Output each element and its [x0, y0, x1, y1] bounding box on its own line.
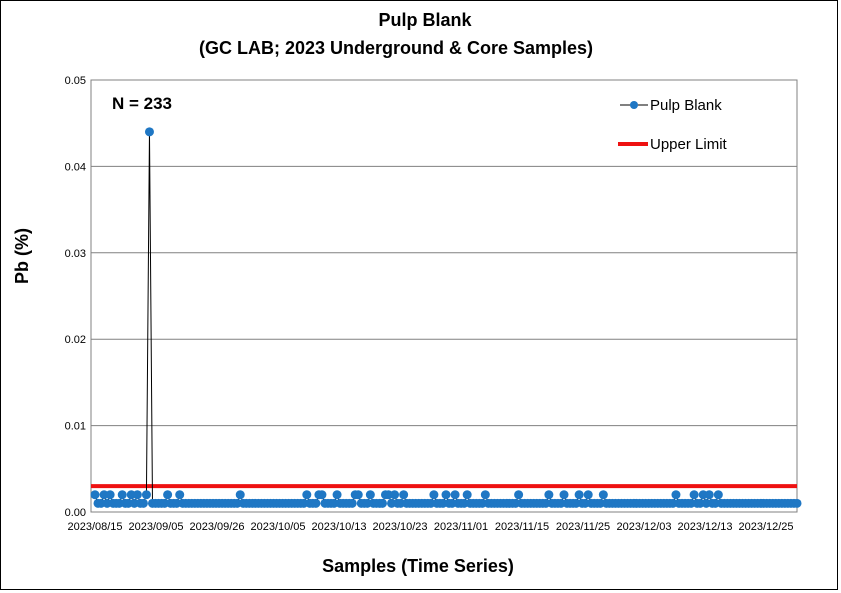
- y-tick-label: 0.00: [65, 507, 86, 519]
- data-point: [105, 490, 115, 500]
- chart-subtitle: (GC LAB; 2023 Underground & Core Samples…: [199, 38, 593, 58]
- data-point: [117, 490, 127, 500]
- x-axis-title: Samples (Time Series): [322, 556, 514, 576]
- x-tick-label: 2023/08/15: [67, 521, 122, 533]
- data-point: [347, 498, 357, 508]
- data-point: [311, 498, 321, 508]
- data-point: [689, 490, 699, 500]
- data-point: [138, 498, 148, 508]
- data-point: [559, 490, 569, 500]
- data-point: [583, 490, 593, 500]
- data-point: [317, 490, 327, 500]
- x-tick-label: 2023/11/01: [434, 521, 488, 533]
- data-point: [441, 490, 451, 500]
- data-point: [390, 490, 400, 500]
- y-tick-label: 0.03: [65, 248, 86, 260]
- data-point: [399, 490, 409, 500]
- chart-title: Pulp Blank: [378, 10, 472, 30]
- legend: Pulp Blank Upper Limit: [618, 97, 728, 153]
- data-point: [598, 490, 608, 500]
- plot-area: [90, 79, 798, 513]
- data-point: [163, 490, 173, 500]
- data-point: [144, 127, 154, 137]
- y-tick-label: 0.01: [65, 421, 86, 433]
- data-point: [353, 490, 363, 500]
- y-tick-labels: 0.00 0.01 0.02 0.03 0.04 0.05: [65, 75, 86, 519]
- x-tick-label: 2023/11/25: [556, 521, 610, 533]
- data-point: [132, 490, 142, 500]
- data-point: [671, 490, 681, 500]
- data-point: [429, 490, 439, 500]
- x-tick-label: 2023/12/25: [738, 521, 793, 533]
- data-point: [462, 490, 472, 500]
- data-point: [480, 490, 490, 500]
- data-point: [365, 490, 375, 500]
- data-point: [332, 490, 342, 500]
- data-point: [141, 490, 151, 500]
- data-point: [90, 490, 100, 500]
- x-tick-label: 2023/09/26: [189, 521, 244, 533]
- data-point: [302, 490, 312, 500]
- x-tick-label: 2023/10/23: [372, 521, 427, 533]
- data-point: [574, 490, 584, 500]
- x-tick-labels: 2023/08/15 2023/09/05 2023/09/26 2023/10/05…: [67, 521, 793, 533]
- grid-lines: [91, 165, 797, 427]
- y-tick-label: 0.02: [65, 334, 86, 346]
- legend-upper-limit-label: Upper Limit: [650, 136, 728, 153]
- data-point: [713, 490, 723, 500]
- data-point: [792, 498, 802, 508]
- x-tick-label: 2023/09/05: [128, 521, 183, 533]
- y-tick-label: 0.05: [65, 75, 86, 87]
- x-tick-label: 2023/12/03: [616, 521, 671, 533]
- pulp-blank-points: [90, 127, 802, 508]
- x-tick-label: 2023/12/13: [677, 521, 732, 533]
- data-point: [377, 498, 387, 508]
- data-point: [514, 490, 524, 500]
- legend-pulp-blank-marker: [630, 101, 638, 109]
- data-point: [235, 490, 245, 500]
- data-point: [544, 490, 554, 500]
- data-point: [704, 490, 714, 500]
- x-tick-label: 2023/10/13: [311, 521, 366, 533]
- data-point: [450, 490, 460, 500]
- y-tick-label: 0.04: [65, 161, 86, 173]
- legend-pulp-blank-label: Pulp Blank: [650, 97, 722, 114]
- data-point: [175, 490, 185, 500]
- x-tick-label: 2023/10/05: [250, 521, 305, 533]
- sample-count-annotation: N = 233: [112, 94, 172, 113]
- x-tick-label: 2023/11/15: [495, 521, 549, 533]
- y-axis-title: Pb (%): [12, 228, 32, 284]
